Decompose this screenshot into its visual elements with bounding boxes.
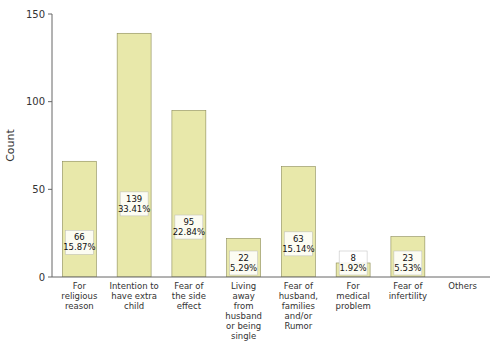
y-tick-label: 0 [39,272,45,283]
y-tick-label: 100 [26,96,45,107]
y-tick-label: 50 [32,184,45,195]
data-label: 81.92% [340,253,367,273]
x-tick-label: Fear ofinfertility [389,281,427,301]
y-axis-line [52,14,53,277]
bar [391,237,425,277]
x-tick-label: Formedicalproblem [336,281,371,311]
data-labels: 6615.87% 13933.41% 9522.84% 225.29% 6315.14%… [63,192,422,275]
data-label: 225.29% [230,253,257,273]
x-tick-label: Intention tohave extrachild [109,281,158,311]
y-tick [48,101,52,102]
data-label: 6615.87% [63,232,95,252]
bar [62,161,96,277]
x-tick-label: Forreligiousreason [61,281,98,311]
y-axis: 0 50 100 150 [26,9,52,283]
data-label: 13933.41% [118,194,150,214]
y-tick [48,189,52,190]
x-tick-label: Fear ofhusband,familiesand/orRumor [279,281,318,331]
y-tick [48,14,52,15]
bars [62,33,424,277]
bar [172,110,206,277]
bar [281,167,315,277]
x-axis: Forreligiousreason Intention tohave extra… [61,281,477,341]
data-label-box [394,251,422,275]
bar [117,33,151,277]
y-tick [48,277,52,278]
chart: 0 50 100 150 Count Forreligiousreason Intentio… [0,0,500,353]
y-axis-label: Count [4,128,17,161]
data-label: 235.53% [394,253,421,273]
data-label-box [230,251,258,275]
y-tick-label: 150 [26,9,45,20]
x-tick-label: Livingawayfromhusbandor beingsingle [225,281,262,341]
x-tick-label: Fear ofthe sideeffect [172,281,206,311]
data-label-box [339,251,367,275]
data-label: 9522.84% [173,217,205,237]
data-label: 6315.14% [282,234,314,254]
x-tick-label: Others [448,281,477,291]
x-axis-line [52,277,490,278]
bar [227,238,261,277]
